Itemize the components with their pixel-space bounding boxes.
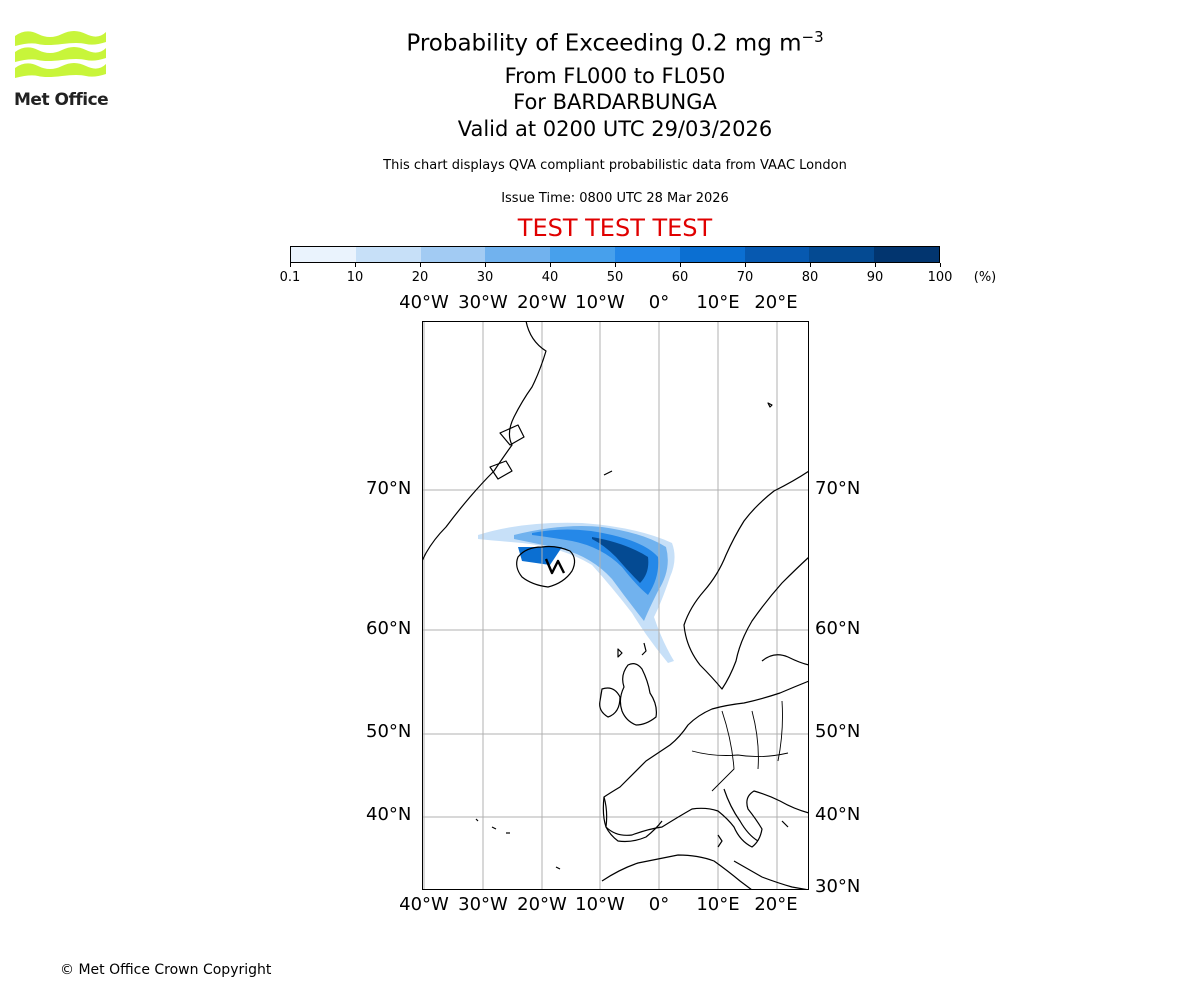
europe-coast (603, 680, 809, 848)
colorbar-segment (744, 247, 810, 262)
ash-probability-map (422, 321, 809, 890)
colorbar-tick-label: 20 (411, 270, 429, 285)
colorbar-tick-mark (939, 263, 941, 267)
colorbar-tick-mark (614, 263, 616, 267)
great-britain-coast (619, 663, 657, 726)
lon-label-bottom: 40°W (399, 894, 449, 915)
chart-description: This chart displays QVA compliant probab… (383, 158, 847, 173)
lon-label-top: 0° (648, 292, 670, 313)
colorbar-tick-mark (419, 263, 421, 267)
ash-plume (478, 522, 675, 663)
colorbar-segment (420, 247, 486, 262)
italy-coast (723, 788, 759, 842)
colorbar-tick-mark (289, 263, 291, 267)
lat-label-left: 50°N (366, 721, 412, 742)
colorbar-segment (874, 247, 939, 262)
lon-label-top: 40°W (399, 292, 449, 313)
colorbar-segment (550, 247, 615, 262)
lon-label-bottom: 30°W (458, 894, 508, 915)
logo-text: Met Office (14, 90, 109, 110)
lat-label-right: 40°N (815, 804, 861, 825)
test-banner: TEST TEST TEST (517, 214, 713, 242)
colorbar-segment (355, 247, 421, 262)
colorbar-segment (679, 247, 745, 262)
chart-title: Probability of Exceeding 0.2 mg m−3 (0, 28, 1200, 57)
coastlines (422, 321, 809, 890)
volcano-name: For BARDARBUNGA (513, 90, 717, 114)
colorbar-tick-label: 90 (866, 270, 884, 285)
colorbar-tick-mark (484, 263, 486, 267)
greenland-coast (422, 321, 547, 562)
colorbar-tick-label: 70 (736, 270, 754, 285)
lon-label-bottom: 20°E (754, 894, 798, 915)
title-text: Probability of Exceeding 0.2 mg m (406, 30, 802, 57)
issue-time: Issue Time: 0800 UTC 28 Mar 2026 (501, 191, 729, 206)
iberia-coast (602, 796, 663, 843)
valid-time: Valid at 0200 UTC 29/03/2026 (457, 117, 773, 141)
colorbar-unit: (%) (973, 270, 997, 285)
colorbar-tick-label: 0.1 (279, 270, 301, 285)
colorbar-tick-mark (809, 263, 811, 267)
lon-label-bottom: 10°W (575, 894, 625, 915)
level-range: From FL000 to FL050 (504, 64, 726, 88)
lon-label-bottom: 20°W (517, 894, 567, 915)
colorbar-tick-label: 80 (801, 270, 819, 285)
lat-label-right: 70°N (815, 478, 861, 499)
copyright-notice: © Met Office Crown Copyright (60, 962, 272, 978)
scandinavia-coast (683, 470, 809, 690)
colorbar-tick-mark (679, 263, 681, 267)
colorbar-tick-mark (549, 263, 551, 267)
colorbar-tick-label: 100 (927, 270, 953, 285)
map-canvas (422, 321, 809, 890)
colorbar-segment (485, 247, 551, 262)
lat-label-right: 60°N (815, 618, 861, 639)
met-office-logo: Met Office (14, 28, 110, 114)
colorbar-tick-label: 10 (346, 270, 364, 285)
lat-label-left: 60°N (366, 618, 412, 639)
map-gridlines (422, 321, 809, 890)
lon-label-top: 10°W (575, 292, 625, 313)
lon-label-top: 20°W (517, 292, 567, 313)
lat-label-right: 30°N (815, 876, 861, 897)
colorbar-segment (809, 247, 875, 262)
title-exponent: −3 (801, 28, 824, 46)
colorbar-tick-label: 50 (606, 270, 624, 285)
colorbar-segment (614, 247, 680, 262)
colorbar-tick-label: 60 (671, 270, 689, 285)
met-office-waves-icon (15, 31, 106, 78)
probability-colorbar (290, 246, 940, 263)
lat-label-left: 40°N (366, 804, 412, 825)
colorbar-tick-mark (874, 263, 876, 267)
colorbar-tick-label: 40 (541, 270, 559, 285)
lon-label-bottom: 0° (648, 894, 670, 915)
ireland-coast (599, 687, 621, 718)
lon-label-top: 30°W (458, 292, 508, 313)
lon-label-bottom: 10°E (696, 894, 740, 915)
colorbar-tick-mark (744, 263, 746, 267)
colorbar-tick-mark (354, 263, 356, 267)
lon-label-top: 10°E (696, 292, 740, 313)
lon-label-top: 20°E (754, 292, 798, 313)
colorbar-segment (291, 247, 356, 262)
colorbar-tick-label: 30 (476, 270, 494, 285)
iceland-coast (516, 545, 576, 588)
africa-coast (601, 854, 753, 890)
lat-label-right: 50°N (815, 721, 861, 742)
lat-label-left: 70°N (366, 478, 412, 499)
